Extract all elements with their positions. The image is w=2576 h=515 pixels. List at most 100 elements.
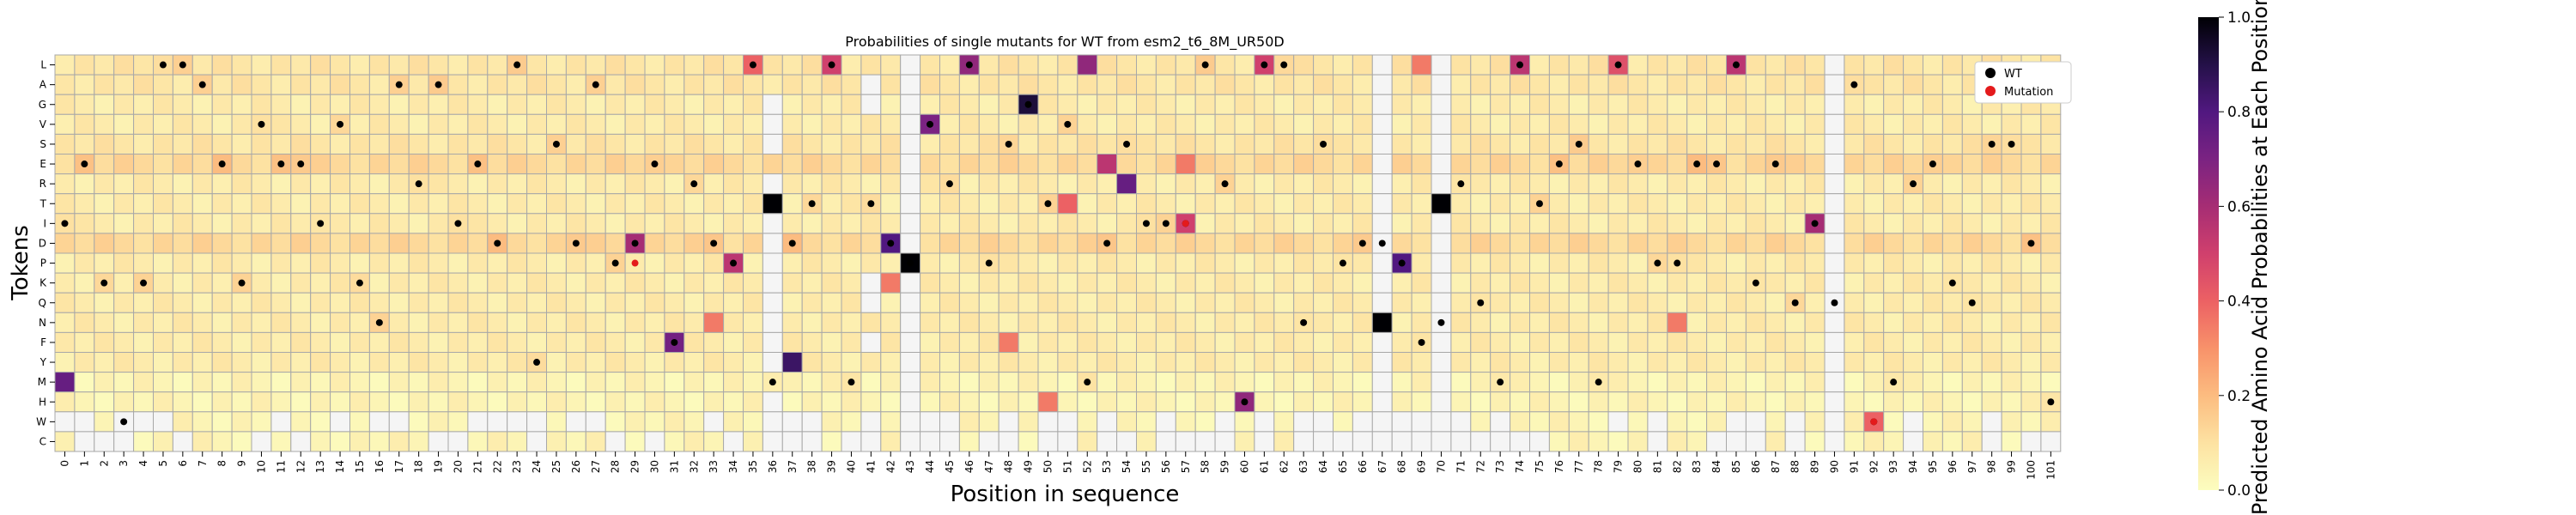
heatmap-cell — [428, 331, 449, 353]
x-tick-label: 89 — [1809, 460, 1821, 473]
heatmap-cell — [1824, 272, 1845, 294]
x-tick-label: 81 — [1651, 460, 1663, 473]
heatmap-cell — [703, 133, 725, 154]
heatmap-cell — [1175, 272, 1196, 294]
x-tick-label: 33 — [708, 460, 720, 473]
heatmap-cell — [408, 133, 429, 154]
heatmap-cell — [978, 372, 999, 393]
heatmap-cell — [1961, 352, 1983, 373]
heatmap-cell — [1391, 54, 1413, 76]
heatmap-cell — [1863, 154, 1885, 175]
heatmap-cell — [2001, 391, 2022, 413]
heatmap-cell — [1844, 331, 1865, 353]
heatmap-cell — [388, 213, 410, 234]
heatmap-cell — [1313, 233, 1334, 254]
heatmap-cell — [880, 213, 902, 234]
heatmap-cell — [1568, 391, 1589, 413]
heatmap-cell — [74, 252, 95, 274]
wild-type-dot — [572, 239, 580, 247]
heatmap-cell — [1548, 411, 1570, 433]
heatmap-cell — [1667, 133, 1688, 154]
heatmap-cell — [1726, 292, 1747, 313]
heatmap-cell — [1214, 272, 1236, 294]
heatmap-cell — [1607, 372, 1629, 393]
heatmap-cell — [368, 154, 390, 175]
heatmap-cell — [1018, 331, 1039, 353]
heatmap-cell — [1470, 252, 1492, 274]
legend-wt-label: WT — [2004, 68, 2022, 81]
heatmap-cell — [1923, 74, 1943, 95]
wild-type-dot — [1752, 279, 1759, 287]
heatmap-cell — [290, 292, 312, 313]
heatmap-cell — [1411, 213, 1432, 234]
heatmap-cell — [900, 431, 921, 452]
heatmap-cell — [1726, 372, 1747, 393]
heatmap-cell — [664, 193, 685, 215]
heatmap-cell — [1804, 411, 1826, 433]
heatmap-cell — [762, 193, 783, 215]
heatmap-cell — [1155, 94, 1176, 115]
heatmap-cell — [172, 331, 193, 353]
x-tick-label: 9 — [236, 460, 248, 467]
heatmap-cell — [880, 193, 902, 215]
heatmap-cell — [1254, 133, 1275, 154]
heatmap-cell — [2040, 193, 2062, 215]
heatmap-cell — [781, 411, 803, 433]
heatmap-cell — [1981, 113, 2002, 135]
heatmap-cell — [1883, 54, 1905, 76]
heatmap-cell — [1548, 173, 1570, 195]
heatmap-cell — [1293, 233, 1315, 254]
heatmap-cell — [1254, 113, 1275, 135]
heatmap-cell — [1765, 233, 1786, 254]
heatmap-cell — [1077, 94, 1098, 115]
heatmap-cell — [801, 372, 823, 393]
heatmap-cell — [1824, 411, 1845, 433]
heatmap-cell — [1903, 193, 1924, 215]
x-tick-label: 0 — [58, 460, 70, 467]
heatmap-cell — [958, 193, 980, 215]
heatmap-cell — [1057, 272, 1078, 294]
heatmap-cell — [703, 173, 725, 195]
heatmap-cell — [900, 272, 921, 294]
heatmap-cell — [1863, 352, 1885, 373]
heatmap-cell — [133, 173, 155, 195]
wild-type-dot — [434, 81, 442, 88]
heatmap-cell — [703, 352, 725, 373]
heatmap-cell — [133, 411, 155, 433]
heatmap-cell — [1686, 372, 1708, 393]
heatmap-cell — [900, 154, 921, 175]
heatmap-cell — [1863, 391, 1885, 413]
heatmap-cell — [487, 272, 508, 294]
heatmap-cell — [1588, 74, 1609, 95]
heatmap-cell — [74, 391, 95, 413]
heatmap-cell — [467, 113, 489, 135]
x-tick-label: 96 — [1947, 460, 1959, 473]
heatmap-cell — [1529, 213, 1550, 234]
heatmap-cell — [526, 411, 547, 433]
heatmap-cell — [1667, 312, 1688, 333]
heatmap-cell — [762, 431, 783, 452]
heatmap-cell — [1784, 272, 1806, 294]
heatmap-cell — [546, 193, 567, 215]
wild-type-dot — [1300, 318, 1308, 326]
heatmap-cell — [487, 133, 508, 154]
y-tick-label: A — [39, 79, 47, 91]
heatmap-cell — [1254, 391, 1275, 413]
heatmap-cell — [270, 233, 292, 254]
heatmap-cell — [330, 54, 351, 76]
heatmap-cell — [1155, 113, 1176, 135]
heatmap-cell — [211, 272, 233, 294]
heatmap-cell — [310, 233, 331, 254]
wild-type-dot — [297, 161, 305, 168]
heatmap-cell — [1234, 154, 1255, 175]
heatmap-cell — [880, 74, 902, 95]
heatmap-cell — [1077, 391, 1098, 413]
heatmap-cell — [231, 173, 252, 195]
heatmap-cell — [821, 154, 842, 175]
heatmap-cell — [1941, 352, 1963, 373]
heatmap-cell — [251, 292, 272, 313]
heatmap-cell — [211, 431, 233, 452]
heatmap-cell — [1097, 113, 1118, 135]
heatmap-cell — [507, 411, 528, 433]
heatmap-cell — [1175, 352, 1196, 373]
